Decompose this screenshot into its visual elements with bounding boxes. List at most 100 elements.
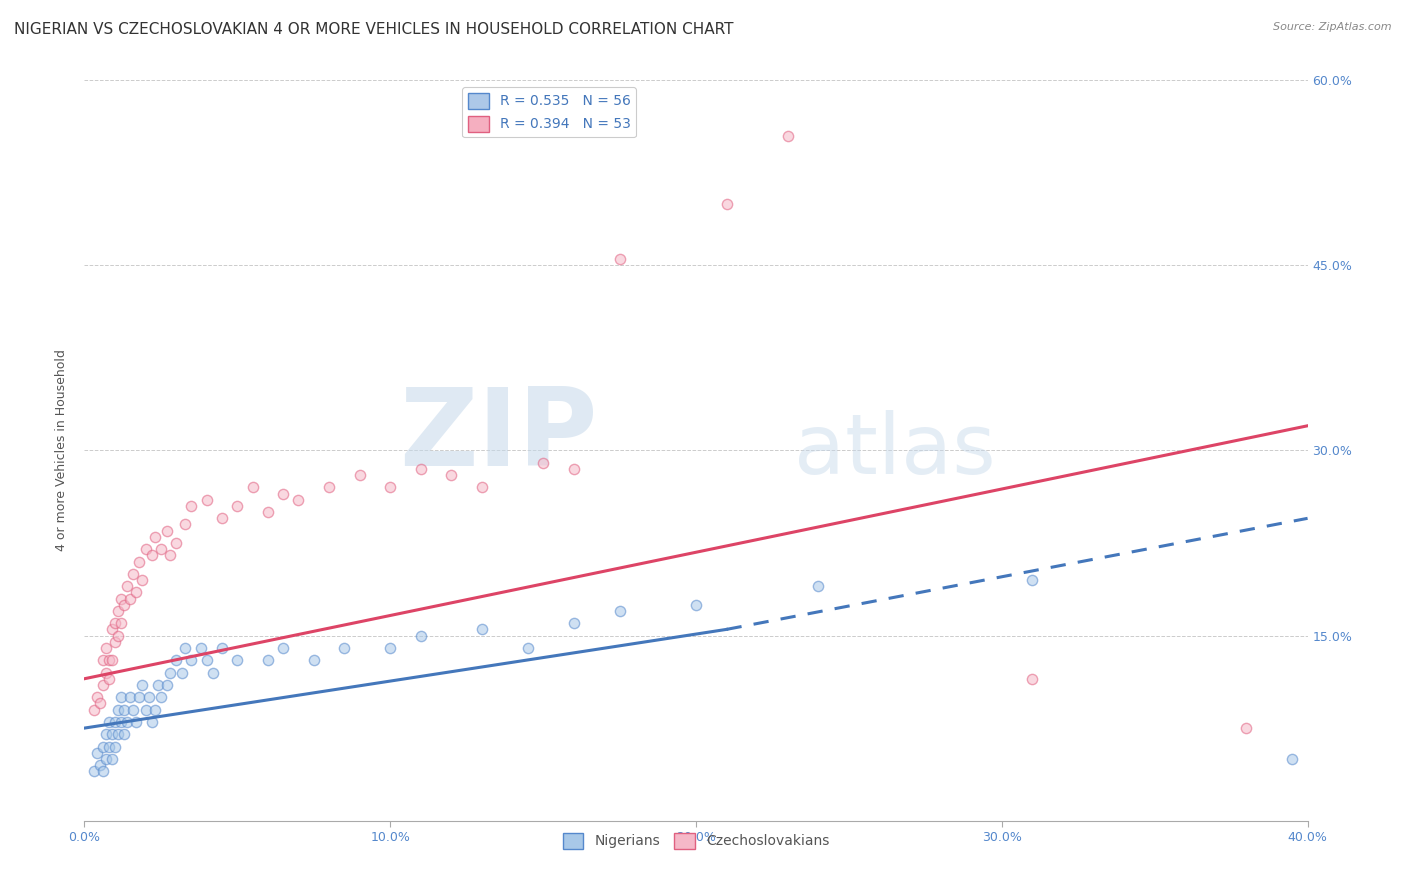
Point	[135, 542, 157, 557]
Point	[516, 640, 538, 655]
Point	[146, 678, 169, 692]
Point	[101, 727, 124, 741]
Point	[174, 517, 197, 532]
Point	[156, 678, 179, 692]
Point	[1281, 752, 1303, 766]
Point	[125, 585, 148, 599]
Point	[807, 579, 830, 593]
Point	[156, 524, 179, 538]
Point	[131, 678, 153, 692]
Point	[97, 672, 120, 686]
Point	[174, 640, 197, 655]
Point	[128, 690, 150, 705]
Point	[349, 468, 371, 483]
Point	[83, 703, 105, 717]
Legend: Nigerians, Czechoslovakians: Nigerians, Czechoslovakians	[557, 827, 835, 855]
Point	[380, 640, 402, 655]
Point	[609, 604, 631, 618]
Point	[83, 764, 105, 779]
Point	[1236, 721, 1258, 735]
Point	[409, 462, 432, 476]
Point	[302, 653, 325, 667]
Point	[122, 703, 145, 717]
Point	[107, 604, 129, 618]
Point	[131, 573, 153, 587]
Point	[138, 690, 160, 705]
Point	[195, 653, 218, 667]
Point	[226, 499, 249, 513]
Point	[89, 697, 111, 711]
Point	[159, 665, 181, 680]
Point	[531, 456, 554, 470]
Point	[226, 653, 249, 667]
Point	[716, 196, 738, 211]
Point	[149, 542, 172, 557]
Point	[107, 727, 129, 741]
Point	[271, 486, 294, 500]
Point	[409, 628, 432, 642]
Point	[104, 739, 127, 754]
Point	[257, 505, 280, 519]
Point	[104, 634, 127, 648]
Point	[110, 616, 132, 631]
Point	[1021, 672, 1043, 686]
Point	[471, 623, 494, 637]
Point	[115, 714, 138, 729]
Point	[97, 739, 120, 754]
Point	[180, 499, 202, 513]
Point	[120, 690, 142, 705]
Text: NIGERIAN VS CZECHOSLOVAKIAN 4 OR MORE VEHICLES IN HOUSEHOLD CORRELATION CHART: NIGERIAN VS CZECHOSLOVAKIAN 4 OR MORE VE…	[14, 22, 734, 37]
Point	[333, 640, 356, 655]
Point	[125, 714, 148, 729]
Point	[86, 690, 108, 705]
Point	[94, 640, 117, 655]
Point	[562, 462, 585, 476]
Point	[112, 727, 135, 741]
Point	[440, 468, 463, 483]
Point	[91, 739, 114, 754]
Point	[135, 703, 157, 717]
Point	[115, 579, 138, 593]
Point	[110, 690, 132, 705]
Point	[380, 480, 402, 494]
Point	[110, 591, 132, 606]
Point	[94, 752, 117, 766]
Point	[101, 623, 124, 637]
Point	[165, 536, 187, 550]
Y-axis label: 4 or more Vehicles in Household: 4 or more Vehicles in Household	[55, 350, 69, 551]
Point	[104, 616, 127, 631]
Point	[242, 480, 264, 494]
Point	[94, 727, 117, 741]
Point	[195, 492, 218, 507]
Point	[91, 764, 114, 779]
Point	[159, 549, 181, 563]
Point	[141, 714, 163, 729]
Point	[562, 616, 585, 631]
Point	[86, 746, 108, 760]
Point	[107, 628, 129, 642]
Point	[172, 665, 194, 680]
Point	[128, 555, 150, 569]
Point	[91, 653, 114, 667]
Point	[101, 653, 124, 667]
Point	[110, 714, 132, 729]
Point	[471, 480, 494, 494]
Point	[165, 653, 187, 667]
Text: atlas: atlas	[794, 410, 995, 491]
Point	[97, 714, 120, 729]
Text: ZIP: ZIP	[399, 383, 598, 489]
Point	[97, 653, 120, 667]
Point	[91, 678, 114, 692]
Point	[112, 703, 135, 717]
Point	[211, 640, 233, 655]
Point	[104, 714, 127, 729]
Point	[122, 566, 145, 581]
Point	[1021, 573, 1043, 587]
Point	[94, 665, 117, 680]
Point	[112, 598, 135, 612]
Text: Source: ZipAtlas.com: Source: ZipAtlas.com	[1274, 22, 1392, 32]
Point	[271, 640, 294, 655]
Point	[685, 598, 707, 612]
Point	[107, 703, 129, 717]
Point	[776, 128, 799, 143]
